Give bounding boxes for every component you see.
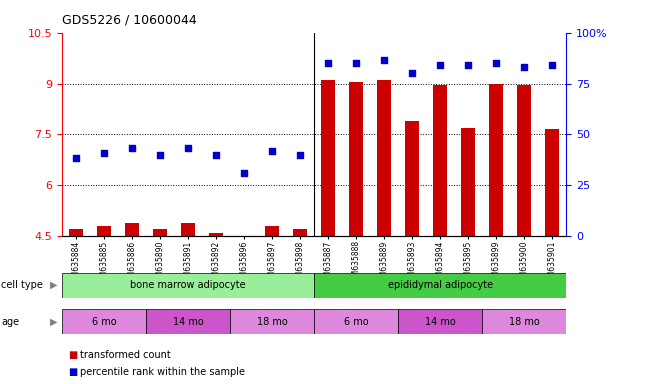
Bar bbox=[546, 129, 559, 236]
Text: age: age bbox=[1, 316, 20, 327]
Point bbox=[351, 60, 361, 66]
Text: bone marrow adipocyte: bone marrow adipocyte bbox=[130, 280, 246, 290]
Point bbox=[463, 62, 473, 68]
Bar bbox=[405, 121, 419, 236]
Point bbox=[379, 57, 389, 63]
Point bbox=[519, 63, 529, 70]
Bar bbox=[377, 80, 391, 236]
Text: ▶: ▶ bbox=[50, 280, 58, 290]
Text: 18 mo: 18 mo bbox=[509, 316, 540, 327]
Bar bbox=[265, 226, 279, 236]
Point bbox=[407, 70, 417, 76]
Bar bbox=[230, 309, 314, 334]
Text: cell type: cell type bbox=[1, 280, 43, 290]
Text: 18 mo: 18 mo bbox=[256, 316, 288, 327]
Bar bbox=[314, 273, 566, 298]
Bar bbox=[69, 229, 83, 236]
Bar bbox=[518, 85, 531, 236]
Text: 6 mo: 6 mo bbox=[344, 316, 368, 327]
Text: ■: ■ bbox=[68, 350, 77, 360]
Bar bbox=[125, 223, 139, 236]
Point bbox=[295, 152, 305, 158]
Point bbox=[239, 170, 249, 177]
Bar bbox=[181, 223, 195, 236]
Point bbox=[267, 148, 277, 154]
Bar bbox=[349, 82, 363, 236]
Point bbox=[491, 60, 501, 66]
Text: 14 mo: 14 mo bbox=[173, 316, 203, 327]
Text: ▶: ▶ bbox=[50, 316, 58, 327]
Point bbox=[99, 150, 109, 156]
Bar bbox=[482, 309, 566, 334]
Point bbox=[211, 152, 221, 158]
Text: epididymal adipocyte: epididymal adipocyte bbox=[388, 280, 493, 290]
Text: 6 mo: 6 mo bbox=[92, 316, 116, 327]
Bar bbox=[321, 80, 335, 236]
Point bbox=[547, 62, 557, 68]
Bar bbox=[209, 233, 223, 236]
Bar bbox=[462, 127, 475, 236]
Text: ■: ■ bbox=[68, 367, 77, 377]
Bar bbox=[293, 229, 307, 236]
Point bbox=[323, 60, 333, 66]
Bar bbox=[62, 309, 146, 334]
Text: 14 mo: 14 mo bbox=[425, 316, 456, 327]
Bar bbox=[433, 85, 447, 236]
Bar bbox=[398, 309, 482, 334]
Bar bbox=[490, 84, 503, 236]
Text: percentile rank within the sample: percentile rank within the sample bbox=[80, 367, 245, 377]
Bar bbox=[314, 309, 398, 334]
Point bbox=[435, 62, 445, 68]
Text: GDS5226 / 10600044: GDS5226 / 10600044 bbox=[62, 13, 197, 26]
Point bbox=[127, 145, 137, 151]
Bar bbox=[146, 309, 230, 334]
Bar bbox=[62, 273, 314, 298]
Point bbox=[183, 145, 193, 151]
Bar bbox=[97, 226, 111, 236]
Text: transformed count: transformed count bbox=[80, 350, 171, 360]
Point bbox=[71, 155, 81, 161]
Point bbox=[155, 152, 165, 158]
Bar bbox=[153, 229, 167, 236]
